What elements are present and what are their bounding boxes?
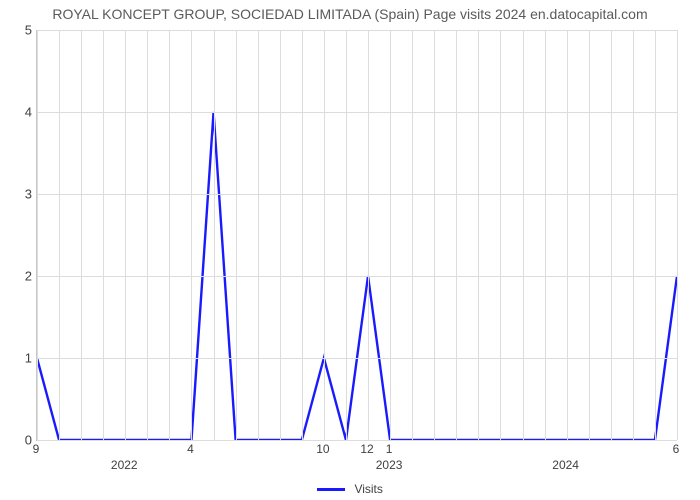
- grid-h: [37, 440, 677, 441]
- grid-v: [280, 30, 281, 440]
- grid-v: [236, 30, 237, 440]
- x-tick-label: 10: [316, 442, 329, 456]
- chart-title: ROYAL KONCEPT GROUP, SOCIEDAD LIMITADA (…: [0, 0, 700, 22]
- grid-v: [456, 30, 457, 440]
- grid-h: [37, 30, 677, 31]
- y-tick-label: 1: [10, 351, 32, 366]
- x-tick-label: 4: [187, 442, 194, 456]
- x-tick-label: 12: [360, 442, 373, 456]
- grid-v: [523, 30, 524, 440]
- grid-v: [500, 30, 501, 440]
- grid-v: [169, 30, 170, 440]
- grid-v: [103, 30, 104, 440]
- legend-label: Visits: [354, 482, 382, 496]
- x-year-label: 2022: [111, 458, 138, 472]
- grid-v: [324, 30, 325, 440]
- grid-v: [191, 30, 192, 440]
- visits-line-chart: ROYAL KONCEPT GROUP, SOCIEDAD LIMITADA (…: [0, 0, 700, 500]
- grid-h: [37, 112, 677, 113]
- x-year-label: 2024: [552, 458, 579, 472]
- grid-v: [655, 30, 656, 440]
- grid-v: [478, 30, 479, 440]
- grid-v: [302, 30, 303, 440]
- grid-v: [368, 30, 369, 440]
- grid-v: [258, 30, 259, 440]
- grid-v: [434, 30, 435, 440]
- grid-h: [37, 358, 677, 359]
- grid-v: [589, 30, 590, 440]
- grid-v: [611, 30, 612, 440]
- grid-h: [37, 276, 677, 277]
- grid-v: [677, 30, 678, 440]
- grid-v: [214, 30, 215, 440]
- grid-v: [412, 30, 413, 440]
- line-series: [37, 30, 677, 440]
- grid-v: [125, 30, 126, 440]
- grid-h: [37, 194, 677, 195]
- grid-v: [346, 30, 347, 440]
- x-year-label: 2023: [376, 458, 403, 472]
- y-tick-label: 3: [10, 187, 32, 202]
- x-tick-label: 6: [673, 442, 680, 456]
- legend: Visits: [0, 482, 700, 496]
- grid-v: [37, 30, 38, 440]
- grid-v: [633, 30, 634, 440]
- grid-v: [81, 30, 82, 440]
- x-tick-label: 9: [33, 442, 40, 456]
- y-tick-label: 5: [10, 23, 32, 38]
- x-tick-label: 1: [386, 442, 393, 456]
- grid-v: [390, 30, 391, 440]
- grid-v: [567, 30, 568, 440]
- grid-v: [545, 30, 546, 440]
- grid-v: [59, 30, 60, 440]
- y-tick-label: 0: [10, 433, 32, 448]
- plot-area: [36, 30, 677, 441]
- legend-swatch: [317, 488, 345, 491]
- y-tick-label: 2: [10, 269, 32, 284]
- grid-v: [147, 30, 148, 440]
- y-tick-label: 4: [10, 105, 32, 120]
